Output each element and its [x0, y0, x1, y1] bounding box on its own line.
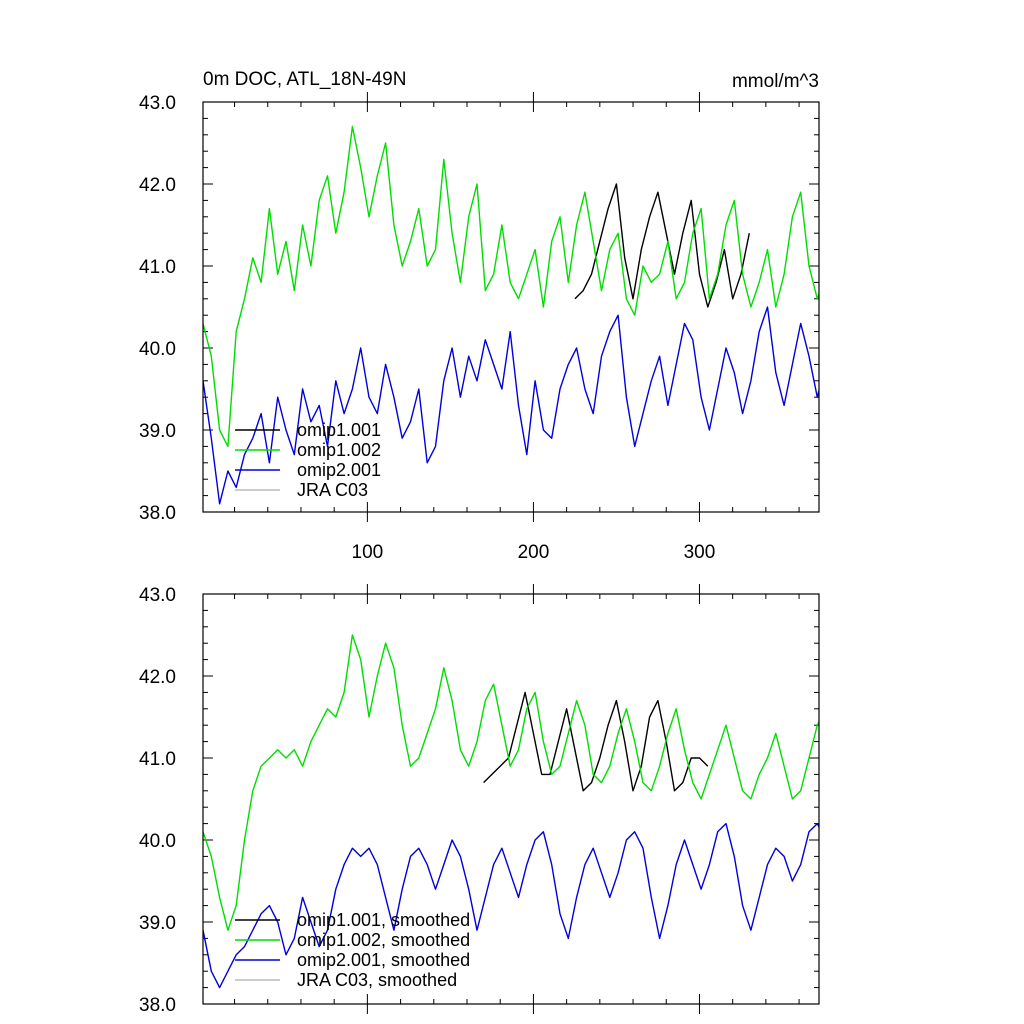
legend-label: omip2.001, smoothed [297, 950, 470, 970]
series-line-omip1-002-smoothed [203, 634, 819, 931]
legend-label: omip1.002 [297, 440, 381, 460]
y-tick-label: 43.0 [139, 93, 176, 114]
legend-label: JRA C03, smoothed [297, 970, 457, 990]
y-tick-label: 42.0 [139, 175, 176, 196]
legend-label: omip1.001, smoothed [297, 910, 470, 930]
bottom-plot-area: 38.0 39.0 40.0 41.0 42.0 43.0 [139, 584, 819, 1016]
bottom-plot-frame [202, 593, 820, 1005]
y-tick-label: 39.0 [139, 913, 176, 934]
y-tick-label: 43.0 [139, 585, 176, 606]
series-line-omip1-002 [203, 125, 819, 448]
top-plot-area: 38.0 39.0 40.0 41.0 42.0 43.0 100 200 300 [139, 92, 819, 563]
y-tick-label: 41.0 [139, 257, 176, 278]
series-line-omip2-001 [203, 306, 819, 505]
top-panel: 0m DOC, ATL_18N-49N mmol/m^3 38.0 39.0 40.… [139, 69, 820, 563]
legend-label: omip2.001 [297, 460, 381, 480]
y-tick-label: 41.0 [139, 749, 176, 770]
series-line-omip2-001-smoothed [203, 822, 819, 989]
series-line-omip1-001 [574, 183, 750, 308]
y-tick-label: 40.0 [139, 831, 176, 852]
y-tick-label: 39.0 [139, 421, 176, 442]
top-plot-frame [202, 101, 820, 513]
bottom-panel: 38.0 39.0 40.0 41.0 42.0 43.0 omip1.001, smoo… [139, 584, 820, 1016]
y-tick-label: 40.0 [139, 339, 176, 360]
y-tick-label: 38.0 [139, 503, 176, 524]
y-tick-label: 42.0 [139, 667, 176, 688]
y-tick-label: 38.0 [139, 995, 176, 1016]
x-tick-label: 200 [518, 542, 550, 563]
series-line-omip1-001-smoothed [483, 691, 709, 792]
x-tick-label: 100 [352, 542, 384, 563]
chart-title: 0m DOC, ATL_18N-49N [203, 69, 406, 90]
legend-label: JRA C03 [297, 480, 368, 500]
legend-label: omip1.002, smoothed [297, 930, 470, 950]
legend-label: omip1.001 [297, 420, 381, 440]
x-tick-label: 300 [684, 542, 716, 563]
chart-units: mmol/m^3 [732, 71, 819, 92]
